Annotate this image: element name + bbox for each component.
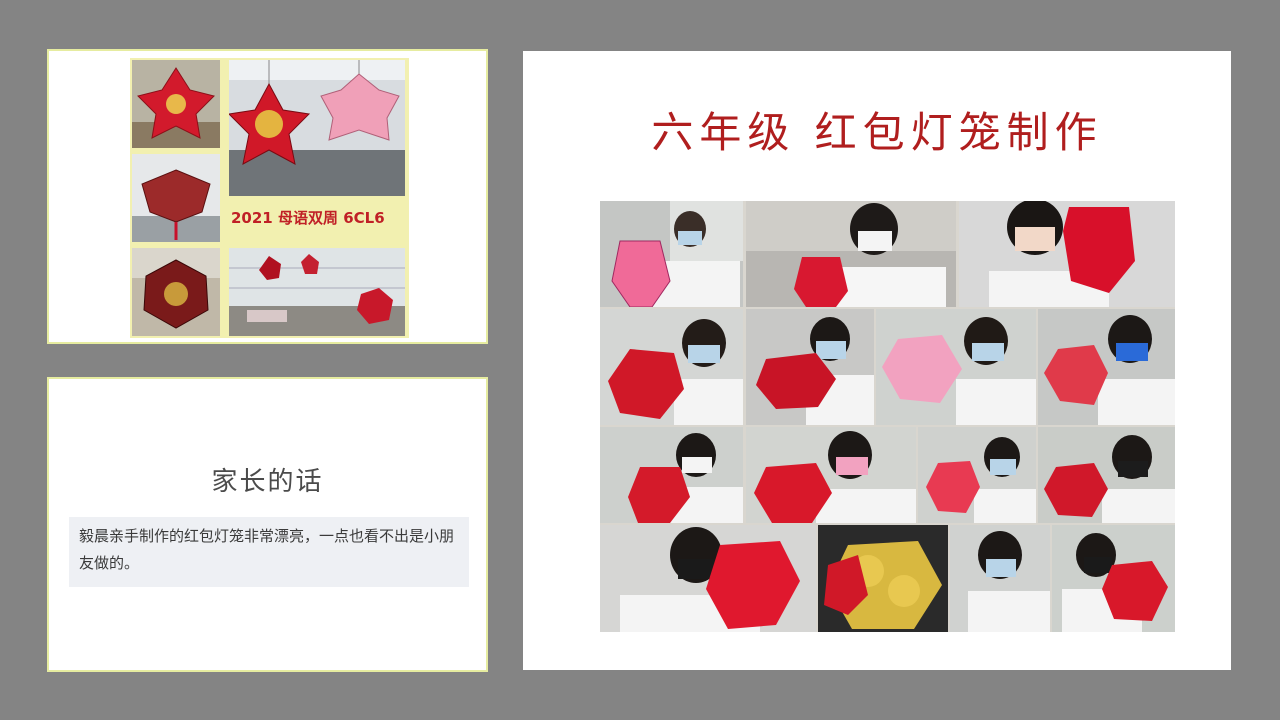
student-photo: [1052, 525, 1175, 632]
main-title: 六年级 红包灯笼制作: [651, 108, 1103, 157]
student-photo: [1038, 427, 1175, 523]
lantern-collage-image: 2021 母语双周 6CL6: [130, 58, 409, 338]
lantern-photo: [132, 60, 220, 148]
lantern-photo: [229, 60, 405, 196]
parent-comment-panel: 家长的话 毅晨亲手制作的红包灯笼非常漂亮，一点也看不出是小朋友做的。: [47, 377, 488, 672]
lantern-photo: [229, 248, 405, 336]
student-photo: [600, 309, 743, 425]
student-photo: [959, 201, 1175, 307]
student-photo: [876, 309, 1036, 425]
student-photo: [950, 525, 1050, 632]
collage-caption: 2021 母语双周 6CL6: [231, 209, 385, 227]
lantern-photo: [132, 154, 220, 242]
lantern-photo: [132, 248, 220, 336]
student-photo: [746, 427, 916, 523]
student-photo: [600, 525, 816, 632]
parent-comment-title: 家长的话: [211, 467, 324, 497]
student-photo-grid: [600, 201, 1175, 632]
student-photo: [1038, 309, 1175, 425]
collage-panel: 2021 母语双周 6CL6: [47, 49, 488, 344]
student-photo: [600, 201, 743, 307]
student-photo: [600, 427, 743, 523]
student-photo: [746, 201, 956, 307]
student-photo: [818, 525, 948, 632]
student-photo: [746, 309, 874, 425]
student-photo: [918, 427, 1036, 523]
main-panel: 六年级 红包灯笼制作: [523, 51, 1231, 670]
parent-comment-text: 毅晨亲手制作的红包灯笼非常漂亮，一点也看不出是小朋友做的。: [69, 517, 469, 587]
